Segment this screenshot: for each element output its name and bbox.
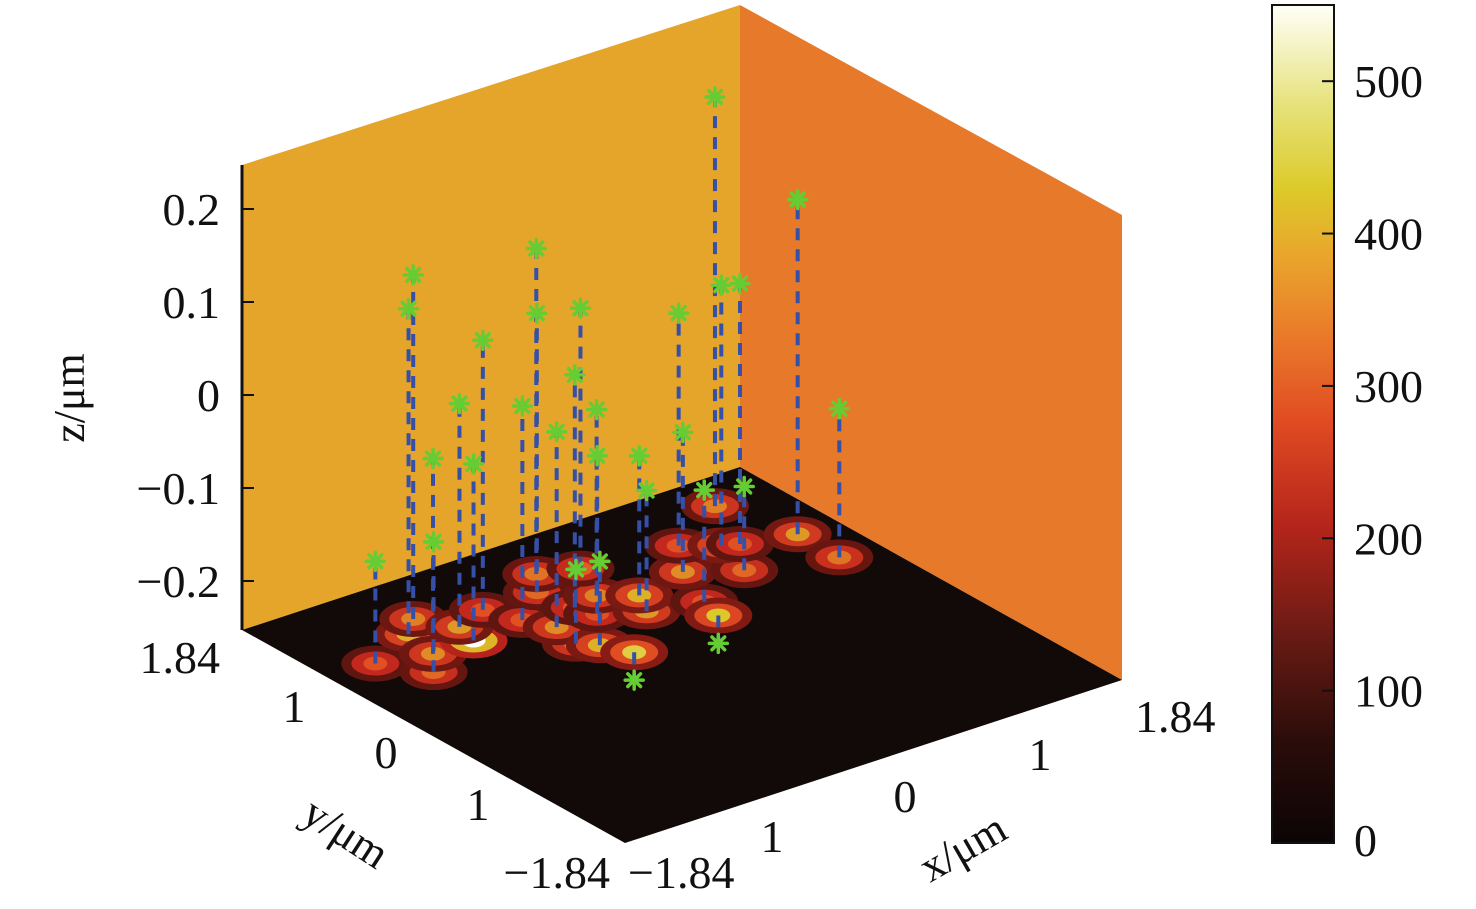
colorbar-tick-label-4: 100 — [1354, 666, 1423, 717]
marker-5 — [462, 453, 485, 475]
marker-6 — [448, 392, 471, 415]
markers — [364, 86, 851, 691]
y-tick-label-0: 1.84 — [140, 632, 221, 683]
marker-24 — [667, 302, 690, 324]
z-tick-label-1: 0.1 — [163, 277, 221, 328]
colorbar-tick-label-1: 400 — [1354, 209, 1423, 260]
x-tick-label-1: 1 — [761, 811, 784, 862]
x-tick-label-3: 1 — [1029, 729, 1052, 780]
colorbar-ticks: 500 400 300 200 100 0 — [1322, 56, 1423, 866]
marker-9 — [565, 558, 587, 581]
y-tick-label-4: −1.84 — [504, 847, 610, 898]
colorbar-tick-label-3: 200 — [1354, 513, 1423, 564]
marker-7 — [472, 329, 494, 351]
colorbar-tick-label-0: 500 — [1354, 56, 1423, 107]
colorbar-tick-label-2: 300 — [1354, 361, 1423, 412]
marker-14 — [564, 364, 586, 386]
x-axis-label: x/μm — [911, 803, 1015, 891]
y-axis-label: y/μm — [294, 787, 398, 878]
y-tick-label-2: 0 — [375, 727, 398, 778]
marker-27 — [729, 272, 751, 295]
z-tick-label-0: 0.2 — [163, 184, 221, 235]
y-tick-label-1: 1 — [283, 681, 306, 732]
marker-26 — [710, 274, 733, 296]
marker-29 — [786, 188, 809, 211]
marker-28 — [704, 86, 726, 108]
marker-21 — [693, 479, 715, 501]
marker-16 — [586, 444, 608, 467]
z-tick-label-2: 0 — [197, 370, 220, 421]
marker-13 — [526, 302, 548, 324]
y-tick-label-3: 1 — [467, 779, 490, 830]
marker-19 — [635, 479, 658, 502]
marker-12 — [623, 669, 645, 691]
x-tick-label-2: 0 — [894, 771, 917, 822]
z-axis-ticks: 0.2 0.1 0 −0.1 −0.2 — [137, 184, 254, 607]
right-back-wall — [740, 5, 1122, 680]
heatmap-floor — [242, 467, 1122, 843]
marker-22 — [707, 632, 730, 655]
colorbar — [1271, 4, 1335, 844]
marker-1 — [422, 531, 445, 553]
marker-15 — [525, 237, 548, 260]
left-back-wall — [242, 5, 740, 630]
marker-0 — [364, 550, 387, 573]
z-axis-label: z/μm — [45, 353, 94, 443]
marker-30 — [828, 397, 851, 420]
marker-23 — [672, 421, 694, 444]
z-tick-label-4: −0.2 — [137, 556, 220, 607]
colorbar-tick-label-5: 0 — [1354, 815, 1377, 866]
marker-25 — [733, 475, 755, 498]
marker-18 — [569, 297, 592, 320]
marker-4 — [402, 264, 424, 286]
marker-20 — [628, 445, 651, 467]
stems — [373, 96, 842, 681]
x-tick-label-4: 1.84 — [1135, 691, 1216, 742]
marker-11 — [589, 550, 611, 573]
marker-8 — [511, 395, 534, 417]
marker-2 — [397, 298, 420, 320]
marker-10 — [545, 421, 568, 443]
x-tick-label-0: −1.84 — [628, 847, 734, 898]
marker-3 — [422, 447, 444, 470]
z-tick-label-3: −0.1 — [137, 463, 220, 514]
marker-17 — [585, 398, 608, 421]
